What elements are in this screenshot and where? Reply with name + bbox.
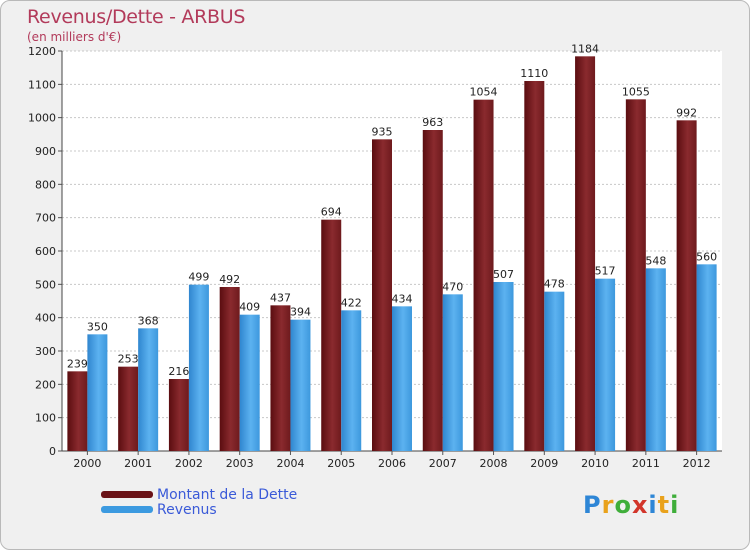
bar-dette [321, 219, 342, 451]
data-label-revenus: 560 [696, 250, 717, 263]
bar-revenus [239, 314, 260, 451]
y-tick-label: 300 [35, 345, 56, 358]
data-label-dette: 239 [67, 357, 88, 370]
y-tick-label: 500 [35, 278, 56, 291]
y-tick-label: 700 [35, 212, 56, 225]
x-tick-label: 2004 [276, 457, 304, 470]
bar-dette [270, 305, 291, 451]
x-tick-label: 2000 [73, 457, 101, 470]
x-tick-label: 2008 [480, 457, 508, 470]
data-label-revenus: 368 [138, 314, 159, 327]
data-label-revenus: 350 [87, 320, 108, 333]
bar-revenus [87, 334, 108, 451]
bar-revenus [645, 268, 666, 451]
bar-dette [118, 366, 139, 451]
chart-subtitle: (en milliers d'€) [27, 30, 122, 44]
data-label-revenus: 507 [493, 268, 514, 281]
x-tick-label: 2006 [378, 457, 406, 470]
bar-dette [625, 99, 646, 451]
data-label-dette: 253 [118, 353, 139, 366]
bar-dette [372, 139, 392, 452]
data-label-revenus: 434 [392, 292, 413, 305]
data-label-dette: 437 [270, 291, 291, 304]
bar-dette [676, 120, 697, 451]
x-tick-label: 2012 [683, 457, 711, 470]
data-label-dette: 492 [219, 273, 240, 286]
data-label-revenus: 548 [645, 254, 666, 267]
legend-label-revenus: Revenus [157, 501, 217, 518]
y-tick-label: 1100 [28, 78, 56, 91]
data-label-revenus: 517 [595, 265, 616, 278]
bar-revenus [442, 294, 463, 451]
y-tick-label: 900 [35, 145, 56, 158]
data-label-dette: 963 [422, 116, 443, 129]
bar-revenus [290, 319, 311, 451]
legend: Montant de la Dette Revenus [101, 486, 298, 518]
bar-revenus [544, 291, 565, 451]
data-label-revenus: 409 [239, 301, 260, 314]
data-label-dette: 694 [321, 206, 342, 219]
data-label-revenus: 499 [188, 271, 209, 284]
legend-swatch-dette [101, 491, 153, 498]
y-tick-label: 100 [35, 412, 56, 425]
x-tick-label: 2007 [429, 457, 457, 470]
bar-dette [575, 56, 596, 451]
data-label-revenus: 470 [442, 280, 463, 293]
bar-revenus [595, 278, 616, 451]
bar-dette [473, 99, 494, 452]
data-label-dette: 1110 [520, 67, 548, 80]
x-tick-label: 2003 [226, 457, 254, 470]
data-label-dette: 1055 [622, 85, 650, 98]
data-label-dette: 992 [676, 106, 697, 119]
data-label-revenus: 478 [544, 278, 565, 291]
legend-label-dette: Montant de la Dette [157, 486, 298, 503]
x-tick-label: 2011 [632, 457, 660, 470]
bar-revenus [392, 306, 412, 451]
data-label-dette: 1054 [470, 86, 498, 99]
y-tick-label: 800 [35, 178, 56, 191]
x-tick-label: 2005 [327, 457, 355, 470]
legend-item-dette: Montant de la Dette [101, 486, 298, 503]
y-tick-label: 400 [35, 312, 56, 325]
x-tick-label: 2010 [581, 457, 609, 470]
bar-dette [524, 81, 545, 451]
y-tick-label: 1200 [28, 45, 56, 58]
data-label-dette: 935 [372, 125, 393, 138]
y-tick-label: 1000 [28, 112, 56, 125]
bar-dette [67, 371, 88, 451]
x-tick-label: 2002 [175, 457, 203, 470]
y-tick-label: 600 [35, 245, 56, 258]
data-label-revenus: 422 [341, 296, 362, 309]
bar-revenus [493, 282, 514, 451]
bar-dette [219, 287, 240, 451]
chart-title: Revenus/Dette - ARBUS [27, 6, 246, 28]
y-tick-label: 200 [35, 378, 56, 391]
bar-dette [422, 130, 443, 451]
y-tick-label: 0 [49, 445, 56, 458]
data-label-revenus: 394 [290, 306, 311, 319]
legend-swatch-revenus [101, 506, 153, 513]
data-label-dette: 1184 [571, 42, 599, 55]
bar-revenus [341, 310, 362, 451]
bar-revenus [188, 284, 209, 451]
bar-revenus [696, 264, 717, 451]
x-tick-label: 2001 [124, 457, 152, 470]
data-label-dette: 216 [168, 365, 189, 378]
bar-revenus [138, 328, 159, 451]
proxiti-logo-icon: Proxiti [583, 491, 680, 519]
bar-dette [168, 379, 189, 451]
legend-item-revenus: Revenus [101, 501, 297, 518]
x-tick-label: 2009 [530, 457, 558, 470]
